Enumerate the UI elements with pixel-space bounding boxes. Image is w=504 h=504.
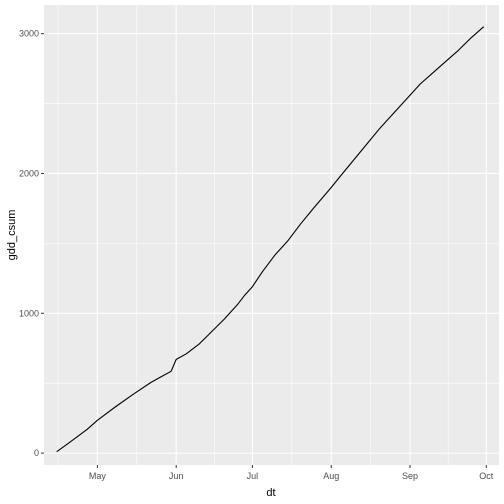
- y-tick-label: 3000: [19, 29, 39, 39]
- x-tick-label: May: [89, 471, 107, 481]
- x-tick-label: Jun: [169, 471, 184, 481]
- y-axis-title: gdd_csum: [6, 210, 18, 261]
- x-tick-label: Oct: [479, 471, 494, 481]
- y-tick-label: 2000: [19, 168, 39, 178]
- x-tick-label: Aug: [323, 471, 339, 481]
- y-axis-ticks: 0 1000 2000 3000: [19, 29, 44, 458]
- y-tick-label: 1000: [19, 308, 39, 318]
- grid-minor: [44, 5, 499, 465]
- series-line: [56, 26, 485, 453]
- x-tick-label: Jul: [247, 471, 259, 481]
- grid-major: [44, 5, 499, 465]
- x-tick-label: Sep: [402, 471, 418, 481]
- series-layer: [56, 26, 485, 453]
- x-axis-ticks: May Jun Jul Aug Sep Oct: [89, 465, 494, 481]
- x-axis-title: dt: [266, 487, 275, 499]
- y-tick-label: 0: [34, 448, 39, 458]
